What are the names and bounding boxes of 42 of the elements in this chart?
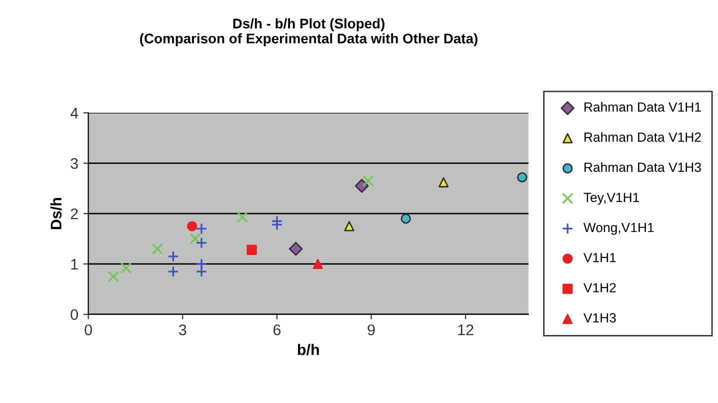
x-axis-title: b/h bbox=[298, 344, 319, 356]
point bbox=[246, 244, 257, 255]
x-tick-label: 3 bbox=[178, 324, 186, 336]
y-tick-label: 1 bbox=[71, 258, 78, 270]
point bbox=[189, 233, 201, 245]
point bbox=[196, 237, 208, 249]
x-tick-label: 6 bbox=[273, 324, 281, 336]
point bbox=[167, 266, 179, 278]
x-tick-label: 0 bbox=[84, 324, 92, 336]
y-tick-label: 4 bbox=[70, 108, 78, 118]
x-tick-label: 12 bbox=[458, 324, 474, 336]
legend-label: Wong,V1H1 bbox=[583, 222, 654, 235]
legend-label: V1H2 bbox=[583, 283, 616, 292]
point bbox=[196, 266, 208, 278]
point bbox=[236, 211, 248, 223]
y-axis-title: Ds/h bbox=[50, 198, 62, 230]
point bbox=[312, 258, 323, 270]
point bbox=[186, 221, 198, 232]
point bbox=[288, 242, 303, 256]
legend-label: Rahman Data V1H1 bbox=[584, 102, 701, 112]
y-tick-label: 3 bbox=[70, 158, 78, 169]
y-tick-label: 2 bbox=[70, 208, 78, 220]
legend-label: V1H1 bbox=[583, 253, 616, 262]
point bbox=[271, 218, 283, 230]
x-tick-label: 9 bbox=[368, 324, 375, 336]
point bbox=[354, 178, 369, 193]
legend-label: Rahman Data V1H3 bbox=[584, 162, 701, 172]
point bbox=[438, 177, 449, 188]
point bbox=[344, 221, 354, 232]
point bbox=[108, 270, 120, 282]
chart-title: Ds/h - b/h Plot (Sloped) (Comparison of Experimental Data with Other Data) bbox=[140, 18, 478, 46]
y-tick-label: 0 bbox=[70, 309, 78, 320]
legend-label: V1H3 bbox=[583, 313, 616, 323]
point bbox=[196, 222, 208, 234]
point bbox=[120, 262, 132, 274]
legend-label: Rahman Data V1H2 bbox=[584, 132, 701, 142]
point bbox=[167, 250, 179, 262]
legend-label: Tey,V1H1 bbox=[584, 192, 640, 205]
point bbox=[517, 172, 528, 182]
point bbox=[362, 175, 374, 187]
point bbox=[400, 214, 411, 224]
point bbox=[152, 243, 164, 255]
